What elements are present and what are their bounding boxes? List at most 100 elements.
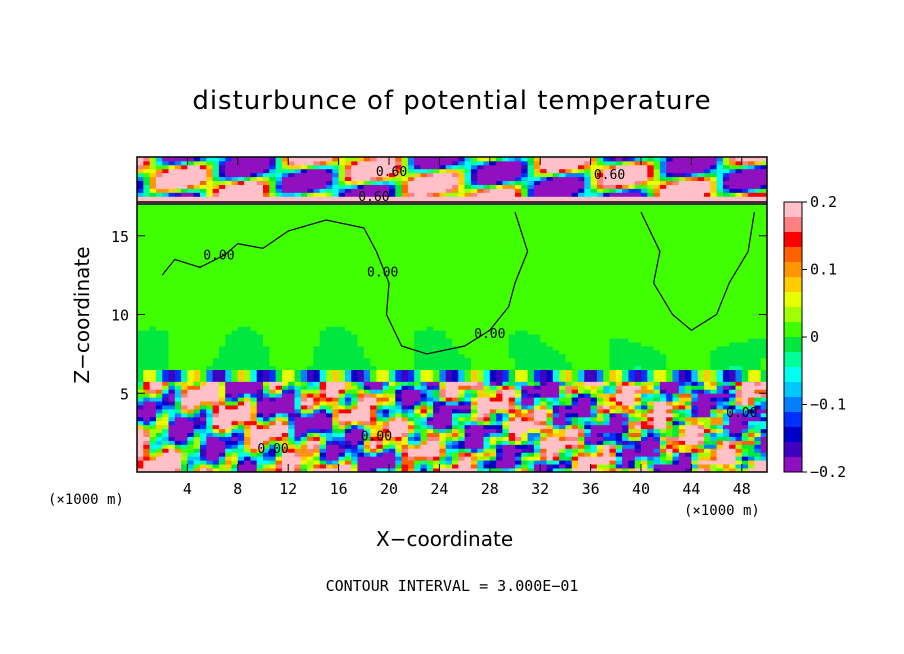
heatmap-cell — [149, 283, 157, 288]
heatmap-cell — [464, 283, 472, 288]
heatmap-cell — [395, 377, 402, 382]
heatmap-cell — [672, 318, 680, 323]
heatmap-cell — [206, 440, 213, 445]
heatmap-cell — [565, 357, 573, 363]
heatmap-cell — [250, 318, 258, 323]
heatmap-cell — [464, 353, 472, 359]
heatmap-cell — [439, 326, 447, 331]
heatmap-cell — [729, 290, 736, 296]
heatmap-cell — [401, 318, 409, 323]
heatmap-cell — [275, 346, 283, 351]
heatmap-cell — [641, 369, 648, 374]
heatmap-cell — [218, 365, 226, 371]
heatmap-cell — [332, 342, 339, 347]
heatmap-cell — [389, 279, 396, 284]
heatmap-cell — [370, 353, 377, 359]
heatmap-cell — [206, 405, 213, 410]
heatmap-cell — [294, 330, 302, 335]
heatmap-cell — [489, 373, 497, 378]
heatmap-cell — [464, 405, 472, 410]
heatmap-cell — [464, 412, 472, 418]
heatmap-cell — [294, 365, 302, 371]
heatmap-cell — [174, 373, 182, 378]
heatmap-cell — [672, 420, 680, 426]
heatmap-cell — [729, 342, 736, 347]
heatmap-cell — [256, 275, 264, 280]
heatmap-cell — [666, 342, 673, 347]
heatmap-cell — [244, 290, 251, 296]
heatmap-cell — [137, 314, 144, 319]
heatmap-cell — [269, 428, 276, 434]
heatmap-cell — [155, 444, 163, 449]
heatmap-cell — [288, 314, 295, 319]
heatmap-cell — [489, 420, 497, 426]
heatmap-cell — [225, 298, 232, 304]
heatmap-cell — [200, 290, 207, 296]
heatmap-cell — [313, 294, 321, 300]
heatmap-cell — [527, 448, 535, 453]
heatmap-cell — [571, 306, 579, 311]
heatmap-cell — [376, 342, 384, 347]
heatmap-cell — [382, 298, 390, 304]
heatmap-cell — [256, 444, 264, 449]
heatmap-cell — [483, 357, 491, 363]
heatmap-cell — [540, 440, 547, 445]
heatmap-cell — [162, 334, 169, 339]
heatmap-cell — [414, 369, 421, 374]
heatmap-cell — [685, 428, 692, 434]
heatmap-cell — [496, 409, 503, 414]
heatmap-cell — [250, 405, 258, 410]
heatmap-cell — [685, 377, 692, 382]
heatmap-cell — [426, 302, 434, 308]
heatmap-cell — [319, 346, 327, 351]
heatmap-cell — [439, 424, 447, 430]
heatmap-cell — [313, 452, 321, 457]
heatmap-cell — [477, 294, 484, 300]
heatmap-cell — [445, 424, 453, 430]
heatmap-cell — [754, 452, 762, 457]
heatmap-cell — [426, 464, 434, 469]
heatmap-cell — [502, 448, 510, 453]
heatmap-cell — [168, 456, 176, 461]
heatmap-cell — [508, 444, 516, 449]
heatmap-cell — [162, 310, 169, 315]
heatmap-cell — [174, 432, 182, 437]
heatmap-cell — [716, 428, 724, 434]
heatmap-cell — [174, 405, 182, 410]
heatmap-cell — [521, 432, 528, 437]
heatmap-cell — [143, 452, 150, 457]
heatmap-cell — [477, 326, 484, 331]
heatmap-cell — [527, 377, 535, 382]
heatmap-cell — [357, 409, 365, 414]
heatmap-cell — [218, 326, 226, 331]
heatmap-cell — [596, 338, 604, 343]
heatmap-cell — [370, 361, 377, 367]
heatmap-cell — [269, 314, 276, 319]
heatmap-cell — [634, 369, 642, 374]
heatmap-cell — [452, 357, 459, 363]
heatmap-cell — [382, 409, 390, 414]
heatmap-cell — [168, 460, 176, 465]
heatmap-cell — [351, 412, 358, 418]
heatmap-cell — [641, 342, 648, 347]
heatmap-cell — [250, 353, 258, 359]
heatmap-cell — [382, 432, 390, 437]
heatmap-cell — [552, 405, 560, 410]
heatmap-cell — [515, 409, 522, 414]
heatmap-cell — [716, 456, 724, 461]
heatmap-cell — [615, 302, 623, 308]
heatmap-cell — [155, 436, 163, 441]
heatmap-cell — [382, 460, 390, 465]
heatmap-cell — [603, 373, 610, 378]
heatmap-cell — [250, 377, 258, 382]
heatmap-cell — [666, 346, 673, 351]
heatmap-cell — [401, 440, 409, 445]
heatmap-cell — [225, 460, 232, 465]
heatmap-cell — [193, 456, 201, 461]
heatmap-cell — [237, 436, 245, 441]
heatmap-cell — [313, 377, 321, 382]
heatmap-cell — [294, 412, 302, 418]
heatmap-cell — [470, 373, 478, 378]
heatmap-cell — [332, 401, 339, 406]
heatmap-cell — [395, 318, 402, 323]
